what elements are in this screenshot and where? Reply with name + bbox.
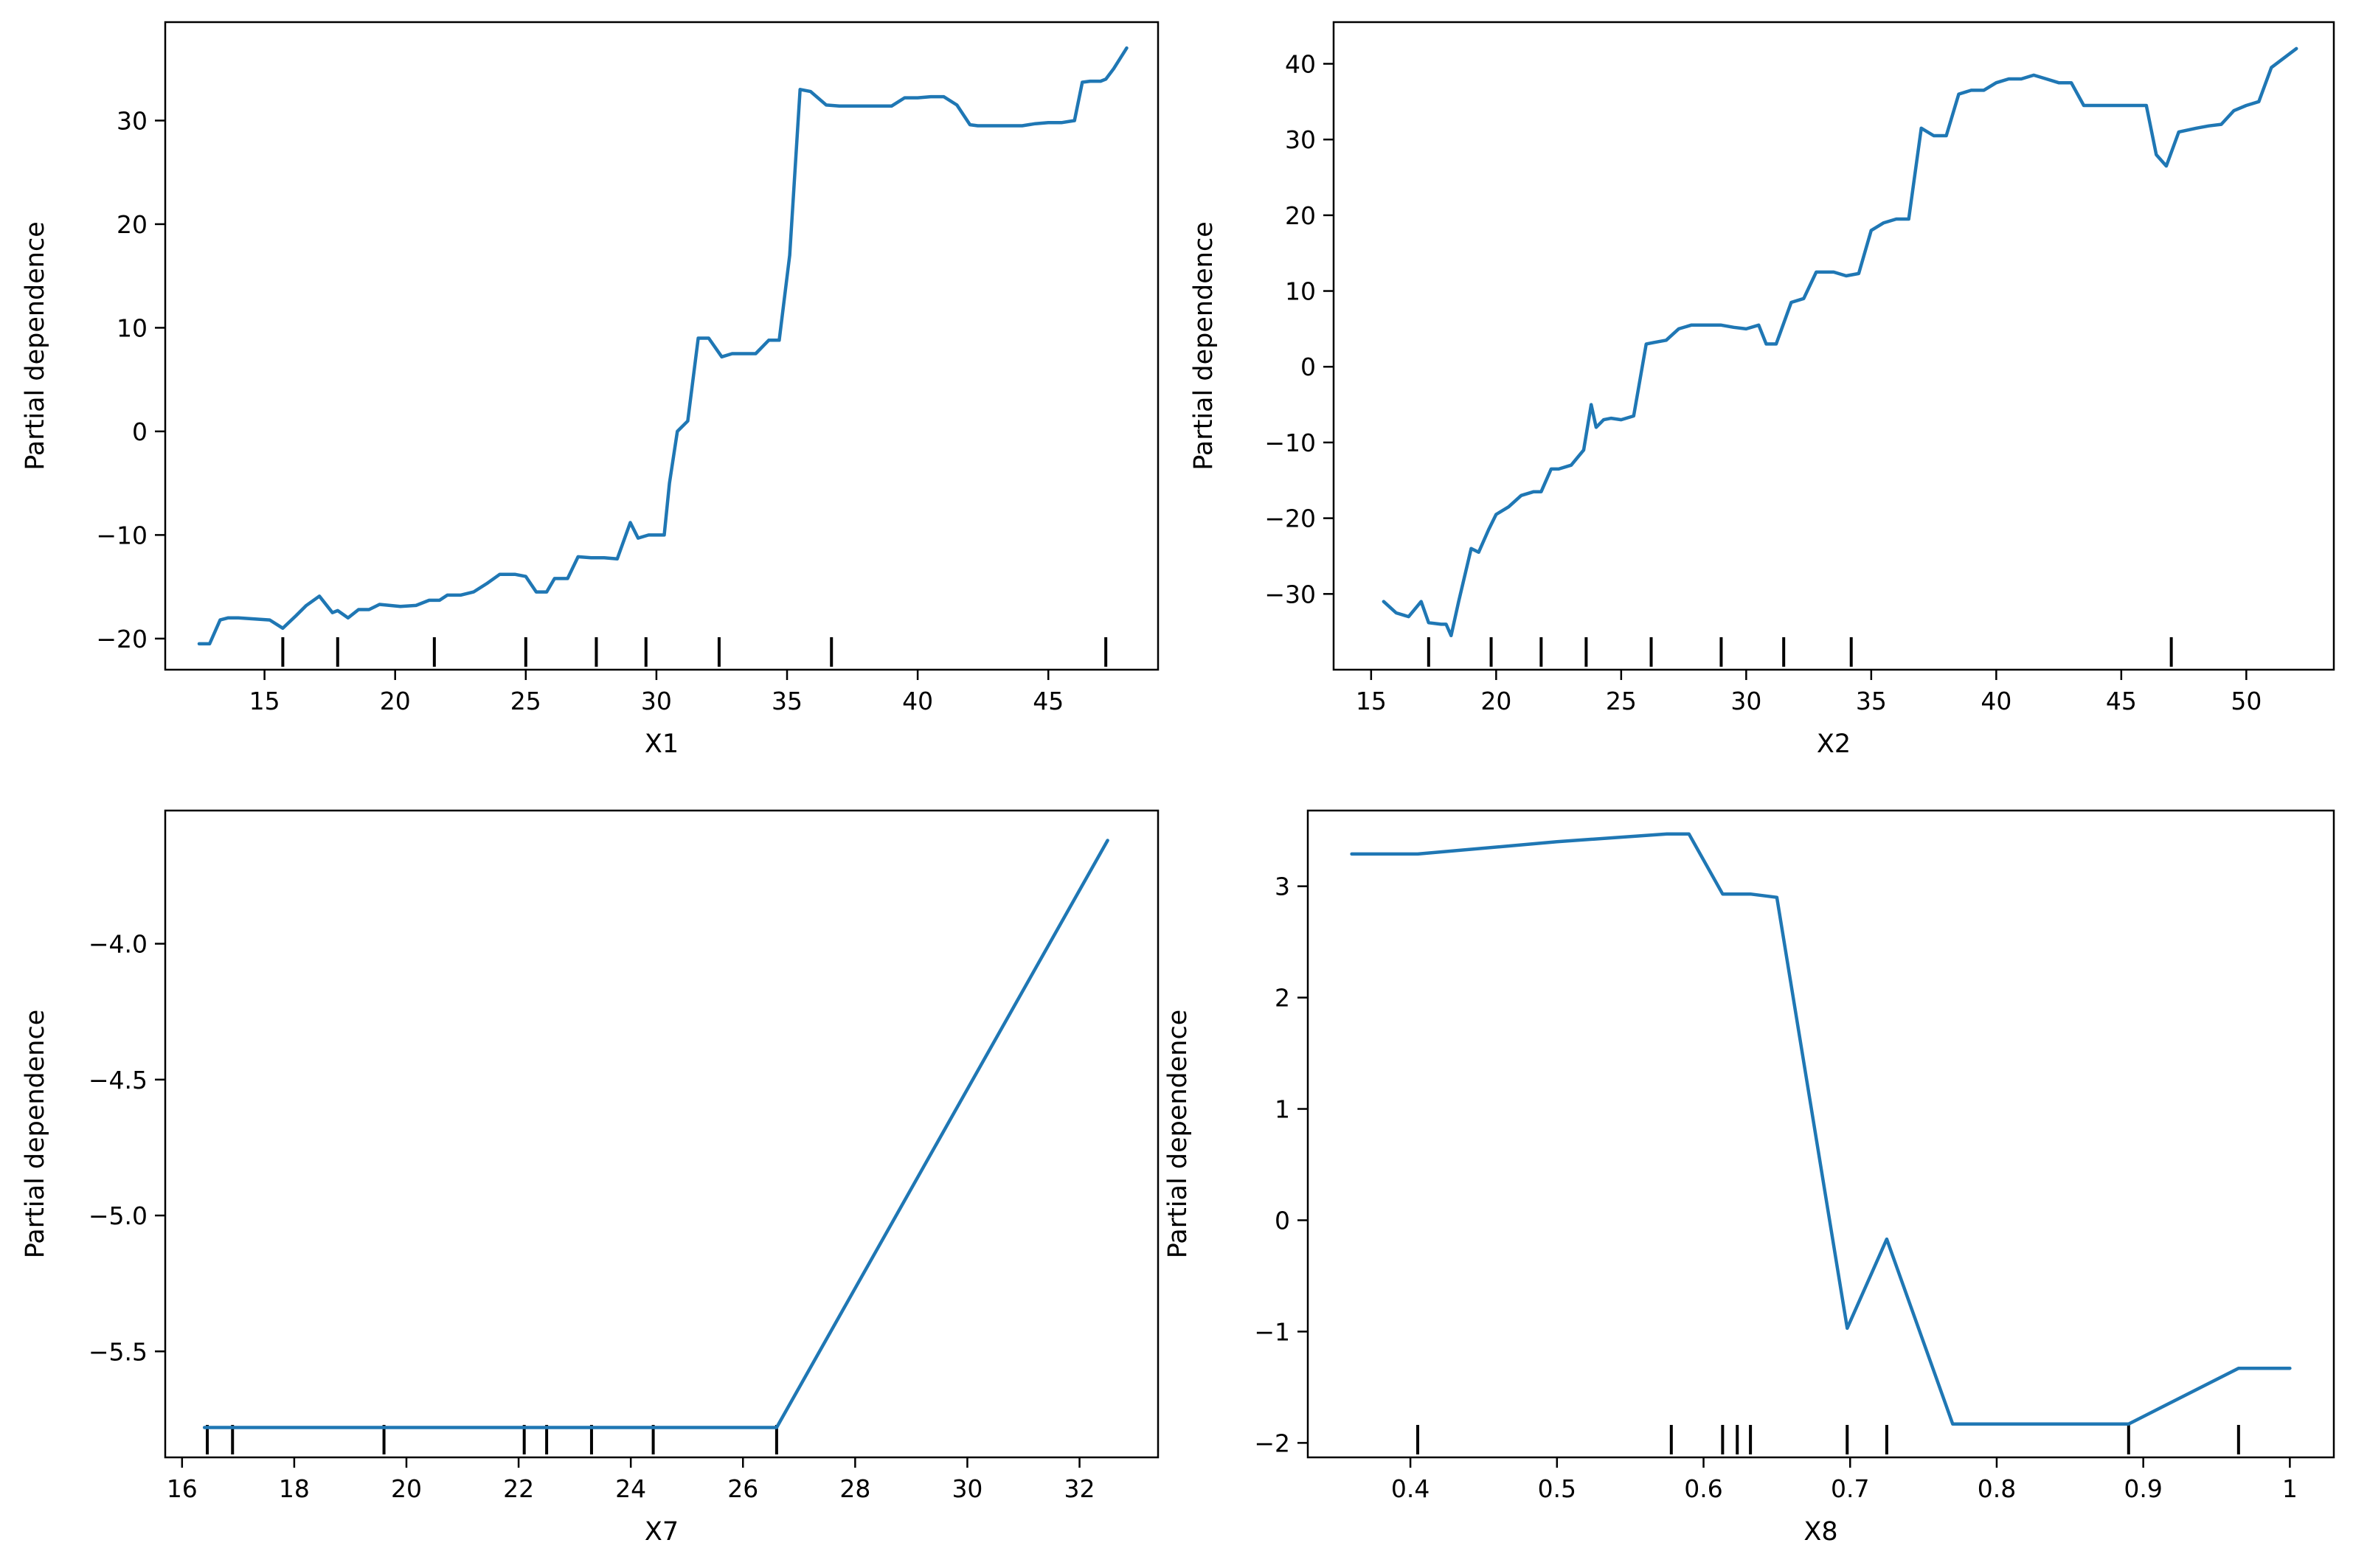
x-tick-label: 16 [167,1474,198,1503]
x-tick-label: 45 [1033,687,1064,715]
y-tick-label: 20 [1285,201,1316,230]
plot-frame [164,809,1160,1459]
x-axis-label: X8 [1803,1517,1837,1547]
y-tick-label: 0 [132,417,148,446]
y-axis-label: Partial dependence [21,221,50,471]
y-tick-label: 30 [117,106,148,135]
y-tick-label: −10 [96,521,148,549]
y-tick-label: 20 [117,210,148,239]
x-tick-label: 20 [1480,687,1511,715]
x-tick-label: 50 [2231,687,2262,715]
y-tick-label: 10 [117,313,148,342]
y-tick-label: 3 [1275,873,1290,901]
y-tick-label: −30 [1264,580,1316,608]
y-axis-label: Partial dependence [21,1010,50,1259]
y-tick-label: −20 [1264,504,1316,533]
x-tick-label: 15 [1356,687,1387,715]
y-tick-label: −20 [96,625,148,653]
y-tick-label: 2 [1275,984,1290,1013]
y-axis-label: Partial dependence [1189,221,1219,471]
x-tick-label: 32 [1064,1474,1095,1503]
x-tick-label: 0.5 [1538,1474,1576,1503]
y-tick-label: 30 [1285,125,1316,154]
y-tick-label: −1 [1254,1317,1290,1346]
y-tick-label: 0 [1275,1206,1290,1235]
x-axis-label: X1 [645,729,679,759]
y-tick-label: −2 [1254,1429,1290,1457]
x-axis-label: X2 [1817,729,1851,759]
x-tick-label: 1 [2282,1474,2298,1503]
partial-dependence-line [197,46,1129,646]
y-tick-label: 1 [1275,1095,1290,1124]
x-tick-label: 20 [391,1474,422,1503]
y-tick-label: −5.5 [89,1337,148,1366]
x-tick-label: 40 [1981,687,2011,715]
x-tick-label: 30 [952,1474,983,1503]
y-tick-label: −5.0 [89,1201,148,1230]
x-tick-label: 0.4 [1391,1474,1430,1503]
x-tick-label: 28 [839,1474,870,1503]
subplot-x7: 16 18 20 22 24 26 28 30 32 −5.5 −5.0 −4.5 −4.0 X7 Part… [21,809,1160,1547]
subplot-x1: 15 20 25 30 35 40 45 −20 −10 0 10 20 30 X1 Partial dep… [21,21,1160,759]
x-tick-label: 45 [2106,687,2137,715]
x-tick-label: 0.8 [1978,1474,2016,1503]
x-axis-label: X7 [645,1517,679,1547]
x-tick-label: 25 [1606,687,1637,715]
y-axis-label: Partial dependence [1163,1010,1193,1259]
plot-frame [1306,809,2335,1459]
x-tick-label: 35 [1856,687,1887,715]
subplot-x8: 0.4 0.5 0.6 0.7 0.8 0.9 1 −2 −1 0 1 2 3 X8 Partial dep… [1163,809,2335,1547]
x-tick-label: 0.6 [1684,1474,1722,1503]
y-tick-label: −4.5 [89,1066,148,1095]
x-tick-label: 18 [279,1474,310,1503]
y-tick-label: 0 [1300,353,1316,381]
x-tick-label: 15 [249,687,280,715]
y-tick-label: 10 [1285,277,1316,306]
x-tick-label: 26 [727,1474,758,1503]
x-tick-label: 35 [772,687,803,715]
plot-frame [164,21,1160,671]
subplot-x2: 15 20 25 30 35 40 45 50 −30 −20 −10 0 10 20 30 40 X2 Part… [1189,21,2335,759]
y-tick-label: −4.0 [89,930,148,959]
x-tick-label: 24 [615,1474,646,1503]
x-tick-label: 0.9 [2124,1474,2162,1503]
x-tick-label: 25 [510,687,541,715]
x-tick-label: 30 [641,687,672,715]
x-tick-label: 0.7 [1831,1474,1869,1503]
x-tick-label: 40 [902,687,933,715]
y-tick-label: 40 [1285,49,1316,78]
partial-dependence-line [1382,46,2298,638]
partial-dependence-line [202,839,1109,1429]
x-tick-label: 20 [380,687,411,715]
x-tick-label: 22 [503,1474,534,1503]
plot-frame [1332,21,2335,671]
y-tick-label: −10 [1264,429,1316,457]
partial-dependence-line [1350,832,2292,1426]
x-tick-label: 30 [1730,687,1761,715]
